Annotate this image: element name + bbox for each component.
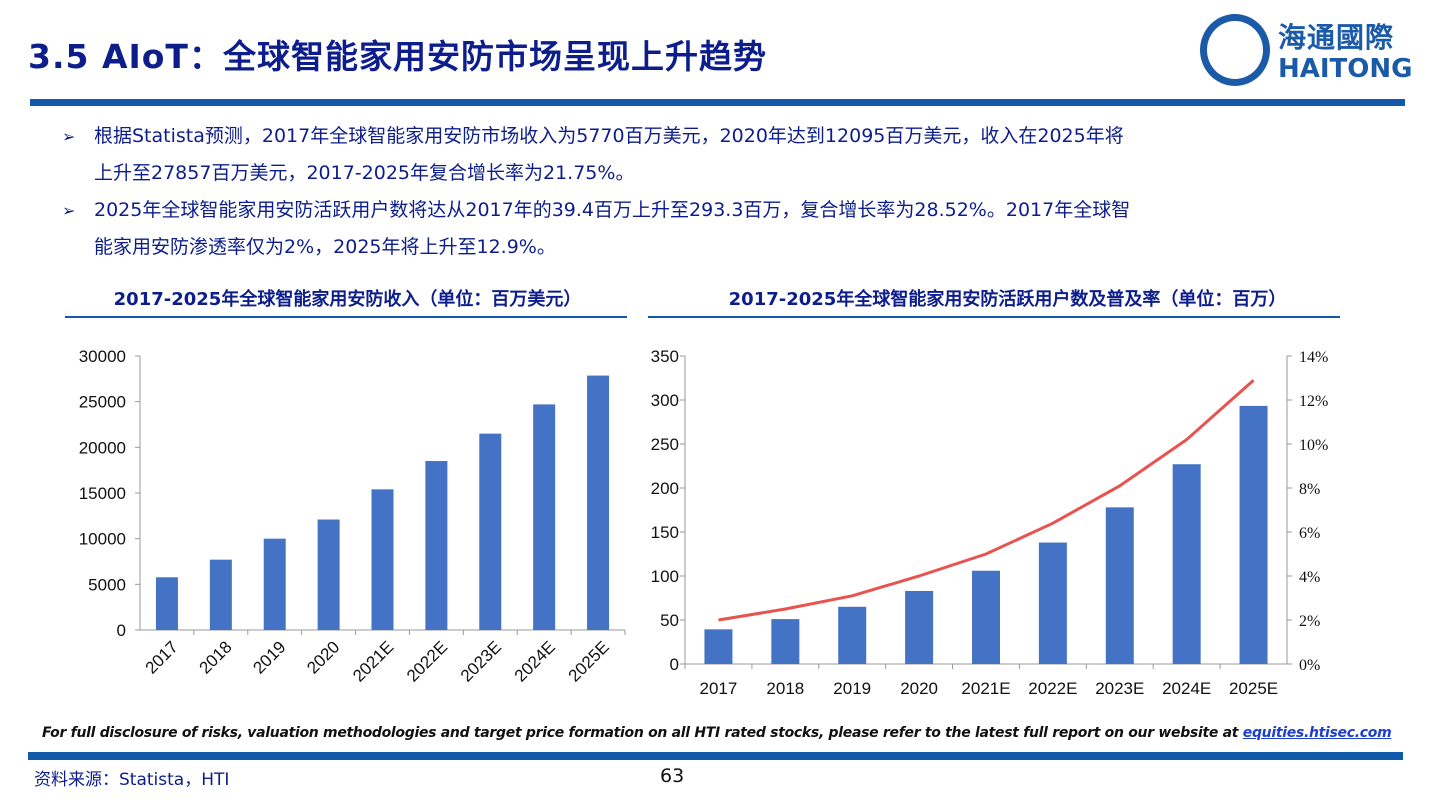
y-tick-label: 100 — [651, 567, 679, 586]
bar — [972, 570, 1000, 664]
bullet-item: ➢ 根据Statista预测，2017年全球智能家用安防市场收入为5770百万美… — [62, 118, 1362, 192]
arrow-bullet-icon: ➢ — [62, 201, 76, 220]
chart-title-underline — [65, 316, 627, 318]
y-tick-label: 15000 — [79, 484, 126, 503]
x-tick-label: 2019 — [833, 679, 871, 698]
logo-en: HAITONG — [1278, 54, 1413, 84]
bar — [771, 619, 800, 664]
x-tick-label: 2020 — [900, 679, 938, 698]
x-tick-label: 2018 — [766, 679, 804, 698]
disclaimer-text: For full disclosure of risks, valuation … — [42, 725, 1243, 741]
x-tick-label: 2023E — [1095, 679, 1144, 698]
x-tick-label: 2017 — [142, 637, 182, 677]
y-tick-label: 300 — [651, 391, 679, 410]
x-tick-label: 2025E — [565, 637, 613, 685]
haitong-logo: 海通國際 HAITONG — [1200, 12, 1413, 90]
y2-tick-label: 8% — [1299, 481, 1320, 498]
y-tick-label: 30000 — [79, 347, 126, 366]
bullet-text: 根据Statista预测，2017年全球智能家用安防市场收入为5770百万美元，… — [94, 125, 1124, 147]
y2-tick-label: 0% — [1299, 657, 1320, 674]
bar — [371, 489, 394, 630]
bar — [1172, 464, 1201, 664]
y-tick-label: 5000 — [88, 575, 126, 594]
x-tick-label: 2019 — [249, 637, 289, 677]
y-tick-label: 200 — [651, 479, 679, 498]
chart-title-underline — [648, 316, 1340, 318]
bar — [533, 404, 556, 630]
x-tick-label: 2024E — [1162, 679, 1211, 698]
x-tick-label: 2017 — [700, 679, 738, 698]
bullet-text: 上升至27857百万美元，2017-2025年复合增长率为21.75%。 — [94, 162, 635, 184]
y2-tick-label: 4% — [1299, 569, 1320, 586]
source-note: 资料来源：Statista，HTI — [34, 770, 230, 790]
y-tick-label: 25000 — [79, 393, 126, 412]
logo-emblem-icon — [1200, 14, 1270, 86]
x-tick-label: 2022E — [403, 637, 451, 685]
x-tick-label: 2024E — [511, 637, 559, 685]
x-tick-label: 2020 — [303, 637, 343, 677]
y-tick-label: 50 — [660, 611, 679, 630]
arrow-bullet-icon: ➢ — [62, 127, 76, 146]
bullet-text: 能家用安防渗透率仅为2%，2025年将上升至12.9%。 — [94, 236, 556, 258]
y-tick-label: 0 — [670, 655, 679, 674]
y2-tick-label: 14% — [1299, 349, 1328, 366]
website-link[interactable]: equities.htisec.com — [1242, 725, 1392, 741]
x-tick-label: 2022E — [1028, 679, 1077, 698]
bullet-list: ➢ 根据Statista预测，2017年全球智能家用安防市场收入为5770百万美… — [62, 118, 1362, 266]
page-number: 63 — [660, 765, 685, 787]
bar — [209, 559, 232, 630]
y-tick-label: 150 — [651, 523, 679, 542]
footer-divider — [28, 752, 1403, 760]
chart-title-users: 2017-2025年全球智能家用安防活跃用户数及普及率（单位：百万） — [728, 289, 1287, 310]
bullet-item: ➢ 2025年全球智能家用安防活跃用户数将达从2017年的39.4百万上升至29… — [62, 192, 1362, 266]
bar — [1038, 542, 1067, 664]
bar — [263, 538, 286, 630]
y-tick-label: 250 — [651, 435, 679, 454]
y-tick-label: 20000 — [79, 438, 126, 457]
logo-cn: 海通國際 — [1278, 21, 1395, 54]
y-tick-label: 0 — [117, 621, 126, 640]
bar — [1105, 507, 1134, 664]
bar — [905, 590, 934, 664]
x-tick-label: 2018 — [195, 637, 235, 677]
bar — [1239, 405, 1268, 664]
bar — [425, 461, 448, 630]
x-tick-label: 2021E — [961, 679, 1010, 698]
y2-tick-label: 2% — [1299, 613, 1320, 630]
bar — [155, 577, 178, 630]
y2-tick-label: 6% — [1299, 525, 1320, 542]
x-tick-label: 2025E — [1229, 679, 1278, 698]
x-tick-label: 2023E — [457, 637, 505, 685]
x-tick-label: 2021E — [349, 637, 397, 685]
bar — [704, 629, 733, 664]
bar — [479, 433, 502, 630]
bar — [317, 519, 340, 630]
y-tick-label: 350 — [651, 347, 679, 366]
page-title: 3.5 AIoT：全球智能家用安防市场呈现上升趋势 — [28, 37, 767, 76]
disclaimer: For full disclosure of risks, valuation … — [42, 725, 1392, 741]
chart-title-revenue: 2017-2025年全球智能家用安防收入（单位：百万美元） — [113, 289, 582, 310]
y2-tick-label: 12% — [1299, 393, 1328, 410]
header-divider — [30, 99, 1405, 106]
bar — [587, 375, 610, 630]
bar — [838, 606, 867, 664]
y-tick-label: 10000 — [79, 530, 126, 549]
y2-tick-label: 10% — [1299, 437, 1328, 454]
bullet-text: 2025年全球智能家用安防活跃用户数将达从2017年的39.4百万上升至293.… — [94, 199, 1131, 221]
